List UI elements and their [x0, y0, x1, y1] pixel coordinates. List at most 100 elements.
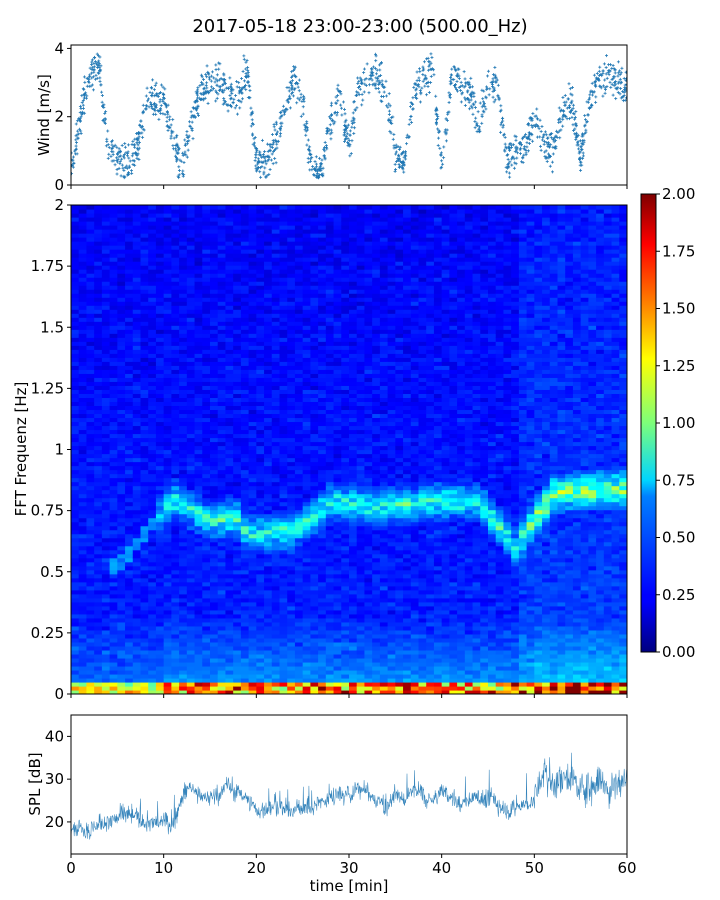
spectrogram-cell — [256, 485, 265, 491]
spectrogram-cell — [194, 445, 203, 451]
spectrogram-cell — [125, 329, 134, 334]
spectrogram-cell — [210, 385, 219, 390]
spectrogram-cell — [163, 297, 172, 302]
spectrogram-cell — [117, 593, 126, 599]
wind-point — [104, 144, 108, 148]
spectrogram-cell — [186, 297, 196, 302]
spectrogram-cell — [117, 509, 126, 515]
spectrogram-cell — [233, 305, 242, 310]
spectrogram-cell — [132, 669, 142, 675]
wind-point — [260, 155, 264, 159]
spectrogram-cell — [78, 421, 88, 427]
spectrogram-cell — [109, 281, 118, 286]
wind-point — [518, 148, 522, 152]
spectrogram-cell — [194, 421, 203, 427]
wind-point — [75, 133, 79, 137]
wind-point — [161, 112, 165, 116]
spectrogram-cell — [125, 449, 134, 455]
spectrogram-cell — [155, 605, 165, 611]
spectrogram-cell — [210, 629, 219, 635]
spectrogram-cell — [86, 537, 95, 543]
spectrogram-cell — [210, 301, 219, 306]
wind-point — [558, 136, 562, 140]
spectrogram-cell — [71, 397, 80, 402]
wind-point — [374, 59, 378, 63]
spectrogram-cell — [210, 421, 219, 427]
spectrogram-cell — [71, 645, 80, 651]
wind-point — [185, 142, 189, 146]
spectrogram-cell — [186, 393, 196, 398]
spectrogram-cell — [248, 485, 257, 491]
spectrogram-cell — [202, 513, 211, 519]
spectrogram-cell — [71, 661, 80, 667]
spectrogram-cell — [71, 605, 80, 611]
spectrogram-cell — [71, 669, 80, 675]
wind-point — [166, 128, 170, 132]
wind-point — [263, 166, 267, 170]
spectrogram-cell — [163, 329, 172, 334]
spectrogram-cell — [109, 377, 118, 382]
spectrogram-cell — [132, 337, 142, 342]
spectrogram-cell — [101, 585, 111, 591]
spectrogram-cell — [186, 377, 196, 382]
spectrogram-cell — [179, 633, 188, 639]
wind-point — [81, 98, 85, 102]
spectrogram-cell — [210, 573, 219, 579]
spectrogram-cell — [256, 221, 265, 226]
spectrogram-cell — [148, 473, 157, 479]
wind-point — [442, 145, 446, 149]
spectrogram-cell — [86, 321, 95, 326]
spectrogram-cell — [210, 289, 219, 294]
spectrogram-cell — [94, 429, 103, 435]
spectrogram-cell — [202, 629, 211, 635]
spectrogram-cell — [94, 241, 103, 246]
spectrogram-cell — [148, 293, 157, 298]
spectrogram-cell — [155, 669, 165, 675]
wind-point — [393, 162, 397, 166]
spectrogram-cell — [101, 213, 111, 218]
spectrogram-cell — [101, 429, 111, 435]
spectrogram-cell — [194, 549, 203, 555]
wind-point — [190, 127, 194, 131]
wind-point — [388, 129, 392, 133]
wind-point — [440, 159, 444, 163]
spectrogram-cell — [132, 249, 142, 254]
spectrogram-cell — [202, 557, 211, 563]
wind-scatter-points — [71, 52, 627, 180]
spectrogram-cell — [163, 393, 172, 398]
spectrogram-cell — [163, 477, 172, 483]
wind-point — [439, 151, 443, 155]
wind-point — [314, 165, 318, 169]
spectrogram-cell — [264, 433, 273, 439]
spectrogram-cell — [179, 465, 188, 471]
wind-point — [367, 83, 371, 87]
spectrogram-cell — [186, 545, 196, 551]
spectrogram-cell — [179, 669, 188, 675]
spectrogram-cell — [101, 249, 111, 254]
spectrogram-cell — [94, 629, 103, 635]
spectrogram-cell — [264, 225, 273, 230]
wind-point — [273, 156, 277, 160]
spectrogram-cell — [109, 485, 118, 491]
wind-point — [120, 163, 124, 167]
spectrogram-cell — [194, 349, 203, 354]
spectrogram-cell — [86, 297, 95, 302]
spectrogram-cell — [256, 373, 265, 378]
wind-point — [445, 118, 449, 122]
spectrogram-cell — [202, 301, 211, 306]
spectrogram-cell — [225, 237, 234, 242]
wind-point — [387, 102, 391, 106]
spectrogram-cell — [186, 265, 196, 270]
spectrogram-cell — [194, 665, 203, 671]
spectrogram-cell — [202, 421, 211, 427]
spectrogram-cell — [117, 261, 126, 266]
spectrogram-cell — [155, 641, 165, 647]
spectrogram-cell — [225, 541, 234, 547]
spectrogram-cell — [217, 205, 227, 210]
spectrogram-cell — [101, 577, 111, 583]
spectrogram-cell — [155, 353, 165, 358]
spectrogram-cell — [148, 449, 157, 455]
spectrogram-cell — [233, 417, 242, 423]
wind-point — [499, 130, 503, 134]
wind-point — [594, 100, 598, 104]
